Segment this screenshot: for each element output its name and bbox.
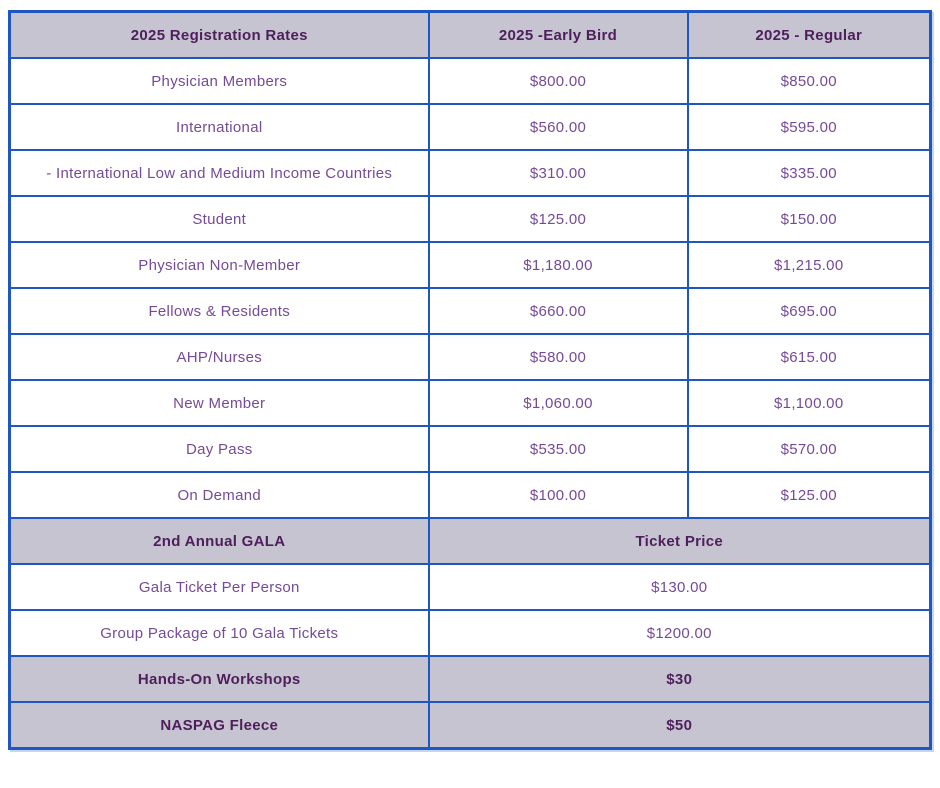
rate-early: $580.00 <box>427 333 689 381</box>
table-row: Physician Non-Member $1,180.00 $1,215.00 <box>8 241 932 289</box>
rate-early: $560.00 <box>427 103 689 151</box>
rate-label: Physician Non-Member <box>8 241 430 289</box>
table-row: Gala Ticket Per Person $130.00 <box>8 563 932 611</box>
rate-early: $660.00 <box>427 287 689 335</box>
table-row: On Demand $100.00 $125.00 <box>8 471 932 519</box>
header-regular: 2025 - Regular <box>686 10 932 59</box>
gala-label: Gala Ticket Per Person <box>8 563 430 611</box>
header-category: 2025 Registration Rates <box>8 10 430 59</box>
table-row: Group Package of 10 Gala Tickets $1200.0… <box>8 609 932 657</box>
rate-early: $125.00 <box>427 195 689 243</box>
rate-label: AHP/Nurses <box>8 333 430 381</box>
rate-early: $800.00 <box>427 57 689 105</box>
gala-price: $130.00 <box>427 563 932 611</box>
rate-regular: $1,100.00 <box>686 379 932 427</box>
table-row: New Member $1,060.00 $1,100.00 <box>8 379 932 427</box>
gala-price: $1200.00 <box>427 609 932 657</box>
gala-section-title: 2nd Annual GALA <box>8 517 430 565</box>
rate-early: $310.00 <box>427 149 689 197</box>
rate-early: $100.00 <box>427 471 689 519</box>
rate-regular: $615.00 <box>686 333 932 381</box>
rate-label: Physician Members <box>8 57 430 105</box>
rate-regular: $150.00 <box>686 195 932 243</box>
rate-regular: $570.00 <box>686 425 932 473</box>
gala-label: Group Package of 10 Gala Tickets <box>8 609 430 657</box>
table-row: AHP/Nurses $580.00 $615.00 <box>8 333 932 381</box>
rate-early: $535.00 <box>427 425 689 473</box>
rate-regular: $125.00 <box>686 471 932 519</box>
header-early-bird: 2025 -Early Bird <box>427 10 689 59</box>
table-row: Day Pass $535.00 $570.00 <box>8 425 932 473</box>
table-row: Physician Members $800.00 $850.00 <box>8 57 932 105</box>
table-row: Student $125.00 $150.00 <box>8 195 932 243</box>
table-row: - International Low and Medium Income Co… <box>8 149 932 197</box>
gala-ticket-price-header: Ticket Price <box>427 517 932 565</box>
rate-label: On Demand <box>8 471 430 519</box>
table-header-row: 2025 Registration Rates 2025 -Early Bird… <box>8 10 932 59</box>
extra-row: Hands-On Workshops $30 <box>8 655 932 703</box>
gala-header-row: 2nd Annual GALA Ticket Price <box>8 517 932 565</box>
registration-rates-table: 2025 Registration Rates 2025 -Early Bird… <box>8 10 932 750</box>
table-row: Fellows & Residents $660.00 $695.00 <box>8 287 932 335</box>
rate-label: - International Low and Medium Income Co… <box>8 149 430 197</box>
rate-early: $1,180.00 <box>427 241 689 289</box>
rate-regular: $595.00 <box>686 103 932 151</box>
extra-label: NASPAG Fleece <box>8 701 430 750</box>
rate-label: Student <box>8 195 430 243</box>
rate-label: New Member <box>8 379 430 427</box>
rate-label: Fellows & Residents <box>8 287 430 335</box>
extra-label: Hands-On Workshops <box>8 655 430 703</box>
rate-regular: $335.00 <box>686 149 932 197</box>
extra-row: NASPAG Fleece $50 <box>8 701 932 750</box>
rate-label: International <box>8 103 430 151</box>
rate-regular: $1,215.00 <box>686 241 932 289</box>
rate-regular: $850.00 <box>686 57 932 105</box>
extra-price: $50 <box>427 701 932 750</box>
rate-early: $1,060.00 <box>427 379 689 427</box>
extra-price: $30 <box>427 655 932 703</box>
rate-regular: $695.00 <box>686 287 932 335</box>
rate-label: Day Pass <box>8 425 430 473</box>
table-row: International $560.00 $595.00 <box>8 103 932 151</box>
